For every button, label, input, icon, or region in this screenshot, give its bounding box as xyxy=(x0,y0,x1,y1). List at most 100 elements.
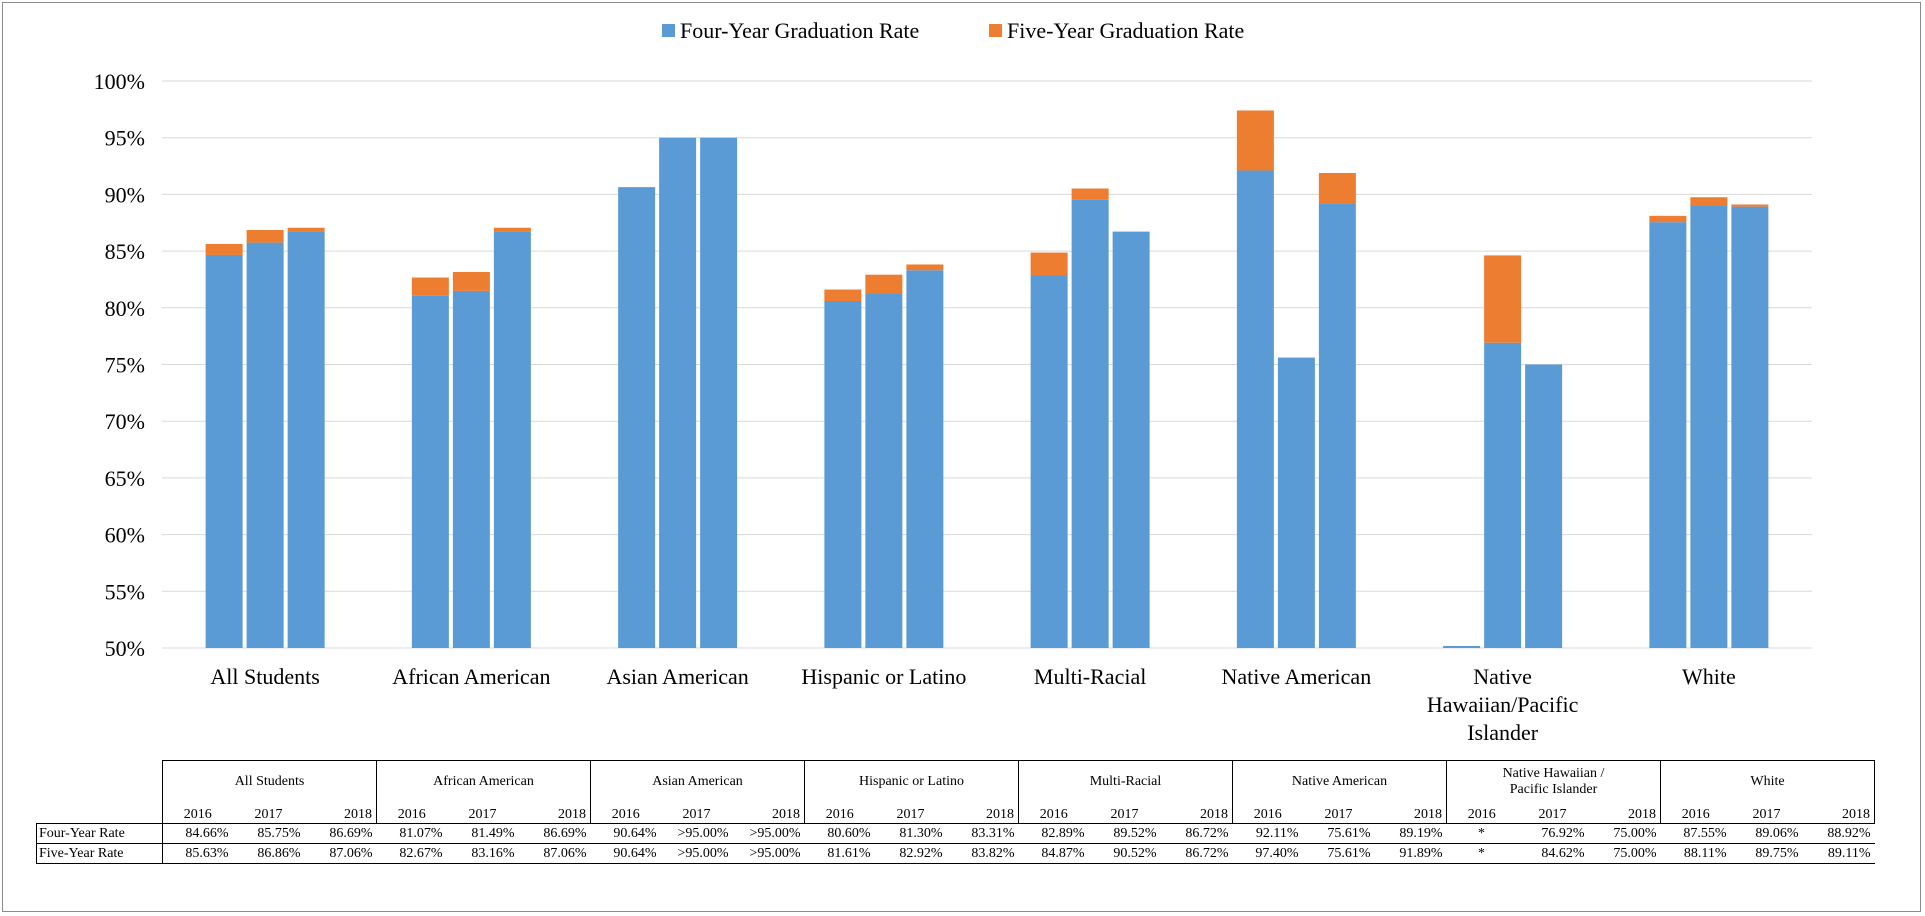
table-group-header: Asian American xyxy=(590,760,805,803)
table-year-header: 2017 xyxy=(1324,807,1353,822)
bar-five-year xyxy=(1318,172,1356,204)
table-cell: 80.60% xyxy=(804,823,875,844)
x-category-label: White xyxy=(1682,664,1736,689)
legend-swatch xyxy=(989,24,1002,37)
table-cell: 82.67% xyxy=(376,843,447,864)
table-cell: 82.89% xyxy=(1018,823,1089,844)
bar-four-year xyxy=(1649,222,1687,649)
table-cell: * xyxy=(1446,843,1517,864)
x-category-label: Hawaiian/Pacific xyxy=(1427,692,1579,717)
y-tick-label: 85% xyxy=(105,239,145,264)
bar-four-year xyxy=(205,254,243,648)
y-tick-label: 65% xyxy=(105,466,145,491)
table-cell: 81.30% xyxy=(874,823,947,844)
y-tick-label: 75% xyxy=(105,353,145,378)
table-cell: 89.19% xyxy=(1374,823,1447,844)
table-cell: >95.00% xyxy=(732,823,805,844)
table-cell: 97.40% xyxy=(1232,843,1303,864)
table-year-header: 2016 xyxy=(1232,803,1303,824)
table-year-header: 2018 xyxy=(1588,803,1661,824)
bar-four-year xyxy=(452,290,490,648)
table-cell: 81.07% xyxy=(376,823,447,844)
table-row-label: Five-Year Rate xyxy=(36,843,163,864)
table-group-header: All Students xyxy=(162,760,377,803)
bar-five-year xyxy=(493,227,531,232)
table-cell: 83.16% xyxy=(446,843,519,864)
table-cell: 86.72% xyxy=(1160,823,1233,844)
table-group-header: Multi-Racial xyxy=(1018,760,1233,803)
x-category-label: Islander xyxy=(1467,720,1539,745)
bar-four-year xyxy=(906,270,944,648)
y-tick-label: 95% xyxy=(105,126,145,151)
bar-five-year xyxy=(287,227,325,232)
table-year-header: 2017 xyxy=(468,807,497,822)
bar-four-year xyxy=(824,300,862,648)
bar-four-year xyxy=(1030,275,1068,648)
bar-five-year xyxy=(865,274,903,294)
table-cell: 76.92% xyxy=(1516,823,1589,844)
legend-label: Four-Year Graduation Rate xyxy=(680,18,919,43)
bar-four-year xyxy=(411,295,449,648)
y-tick-label: 55% xyxy=(105,579,145,604)
bar-four-year xyxy=(493,231,531,648)
table-cell: 90.52% xyxy=(1088,843,1161,864)
bar-four-year xyxy=(1112,231,1150,648)
table-cell: 89.52% xyxy=(1088,823,1161,844)
table-cell: 86.86% xyxy=(232,843,305,864)
bar-four-year-empty xyxy=(1443,646,1481,648)
table-cell: 84.66% xyxy=(162,823,233,844)
y-tick-label: 100% xyxy=(94,69,145,94)
table-year-header: 2016 xyxy=(1018,803,1089,824)
table-cell: 75.00% xyxy=(1588,823,1661,844)
legend-label: Five-Year Graduation Rate xyxy=(1007,18,1244,43)
x-category-label: Asian American xyxy=(606,664,748,689)
table-cell: 90.64% xyxy=(590,843,661,864)
x-category-label: All Students xyxy=(210,664,319,689)
bar-five-year xyxy=(1731,204,1769,207)
table-year-header: 2016 xyxy=(162,803,233,824)
bar-five-year xyxy=(1071,188,1109,200)
table-cell: 85.75% xyxy=(232,823,305,844)
table-year-header: 2017 xyxy=(1110,807,1139,822)
bar-four-year xyxy=(1731,206,1769,648)
bar-five-year xyxy=(1649,215,1687,223)
table-group-header: Native American xyxy=(1232,760,1447,803)
x-category-label: African American xyxy=(392,664,550,689)
table-cell: 75.00% xyxy=(1588,843,1661,864)
table-corner xyxy=(37,803,163,824)
bar-five-year xyxy=(906,264,944,271)
bar-four-year xyxy=(1318,203,1356,649)
y-tick-label: 70% xyxy=(105,409,145,434)
y-tick-label: 60% xyxy=(105,523,145,548)
table-cell: 91.89% xyxy=(1374,843,1447,864)
bar-five-year xyxy=(246,230,284,243)
bar-five-year xyxy=(824,289,862,301)
table-cell: 84.87% xyxy=(1018,843,1089,864)
bar-five-year xyxy=(1236,110,1274,171)
y-tick-label: 80% xyxy=(105,296,145,321)
table-cell: >95.00% xyxy=(660,823,733,844)
table-cell: 85.63% xyxy=(162,843,233,864)
table-cell: 90.64% xyxy=(590,823,661,844)
table-cell: 92.11% xyxy=(1232,823,1303,844)
table-cell: 89.11% xyxy=(1802,843,1875,864)
x-category-label: Native American xyxy=(1222,664,1372,689)
table-year-header: 2018 xyxy=(1802,803,1875,824)
table-cell: * xyxy=(1446,823,1517,844)
table-year-header: 2018 xyxy=(518,803,591,824)
table-cell: 89.75% xyxy=(1730,843,1803,864)
table-year-header: 2018 xyxy=(1160,803,1233,824)
table-cell: 75.61% xyxy=(1302,843,1375,864)
bar-four-year xyxy=(1071,199,1109,648)
table-cell: 87.06% xyxy=(518,843,591,864)
bar-four-year xyxy=(287,231,325,648)
bar-five-year xyxy=(1030,252,1068,276)
table-year-header: 2018 xyxy=(946,803,1019,824)
x-category-label: Native xyxy=(1473,664,1532,689)
table-cell: 86.72% xyxy=(1160,843,1233,864)
table-cell: 81.61% xyxy=(804,843,875,864)
table-cell: >95.00% xyxy=(660,843,733,864)
bar-four-year xyxy=(700,137,738,648)
table-group-header: White xyxy=(1660,760,1875,803)
table-cell: 82.92% xyxy=(874,843,947,864)
